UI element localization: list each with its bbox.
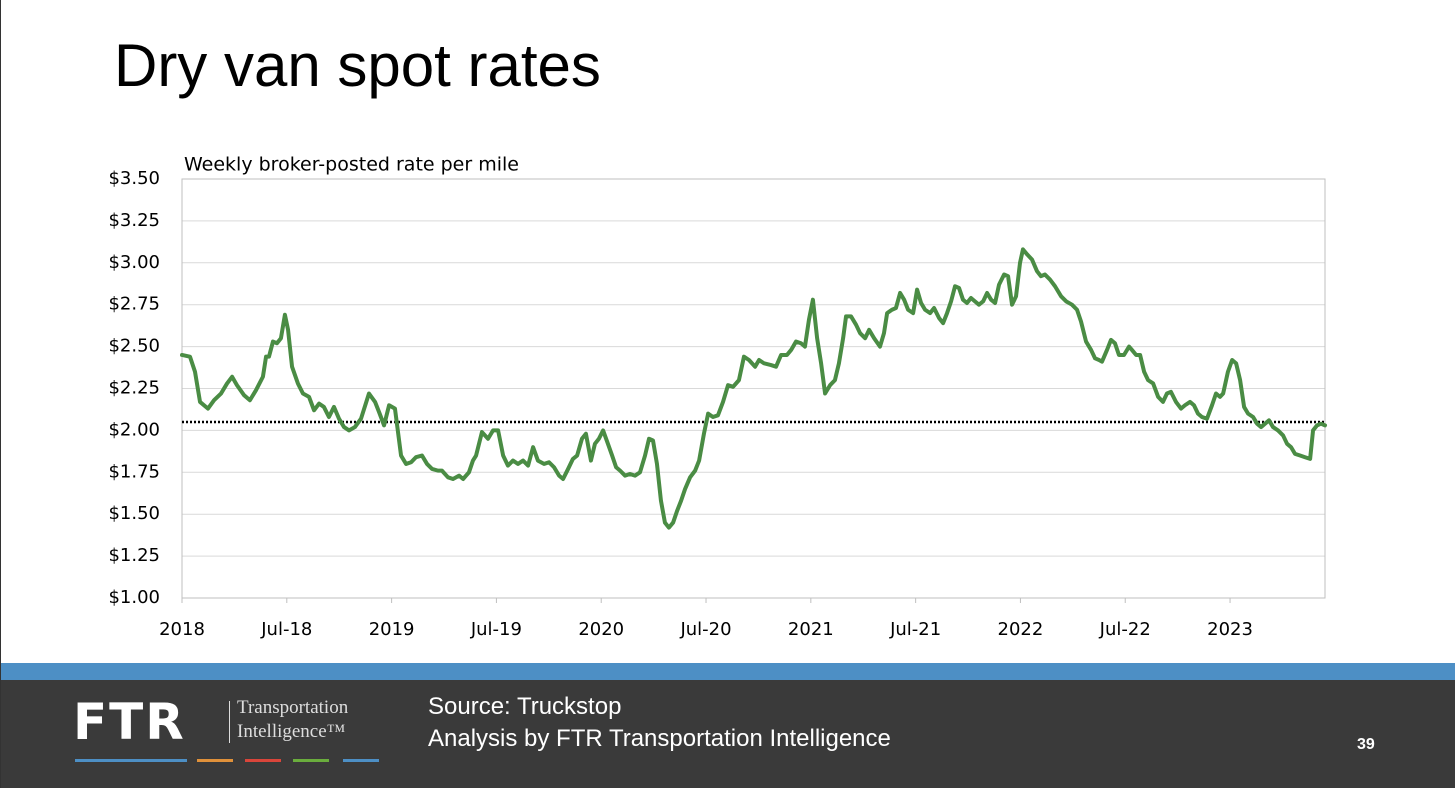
page-number: 39 <box>1357 736 1375 753</box>
logo-dash <box>75 759 187 762</box>
y-tick-label: $2.25 <box>108 378 160 399</box>
x-tick-label: 2020 <box>578 619 624 640</box>
x-tick-label: 2023 <box>1207 619 1253 640</box>
y-tick-label: $1.00 <box>108 587 160 608</box>
footer-band <box>1 680 1455 788</box>
chart: Dry van spot rates Weekly broker-posted … <box>108 32 1327 640</box>
x-tick-label: 2018 <box>159 619 205 640</box>
y-tick-label: $2.50 <box>108 336 160 357</box>
chart-subtitle: Weekly broker-posted rate per mile <box>184 154 519 176</box>
y-tick-label: $1.25 <box>108 545 160 566</box>
x-tick-label: Jul-19 <box>470 619 522 640</box>
y-tick-label: $1.50 <box>108 503 160 524</box>
y-tick-label: $3.00 <box>108 252 160 273</box>
y-tick-label: $3.50 <box>108 168 160 189</box>
footer-stripe <box>1 663 1455 680</box>
y-tick-label: $2.75 <box>108 294 160 315</box>
x-tick-label: 2022 <box>998 619 1044 640</box>
slide-title: Dry van spot rates <box>114 32 601 99</box>
logo-line: Transportation <box>237 697 349 718</box>
plot-border <box>181 178 1326 599</box>
logo-dash <box>293 759 329 762</box>
logo-line: Intelligence™ <box>237 721 346 742</box>
logo-dash <box>197 759 233 762</box>
y-tick-label: $3.25 <box>108 210 160 231</box>
logo-divider <box>229 701 230 743</box>
x-tick-label: Jul-21 <box>889 619 941 640</box>
logo: FTR <box>73 693 186 751</box>
x-tick-label: Jul-18 <box>260 619 312 640</box>
logo-dash <box>245 759 281 762</box>
x-tick-label: Jul-20 <box>679 619 731 640</box>
y-tick-label: $2.00 <box>108 419 160 440</box>
analysis-credit: Analysis by FTR Transportation Intellige… <box>428 725 891 752</box>
data-line <box>180 247 1327 530</box>
source: Source: Truckstop <box>428 693 622 720</box>
logo-dash <box>343 759 379 762</box>
x-tick-label: 2021 <box>788 619 834 640</box>
x-tick-label: 2019 <box>369 619 415 640</box>
footer: FTR Transportation Intelligence™ Source:… <box>1 663 1455 788</box>
y-tick-label: $1.75 <box>108 461 160 482</box>
x-tick-label: Jul-22 <box>1099 619 1151 640</box>
